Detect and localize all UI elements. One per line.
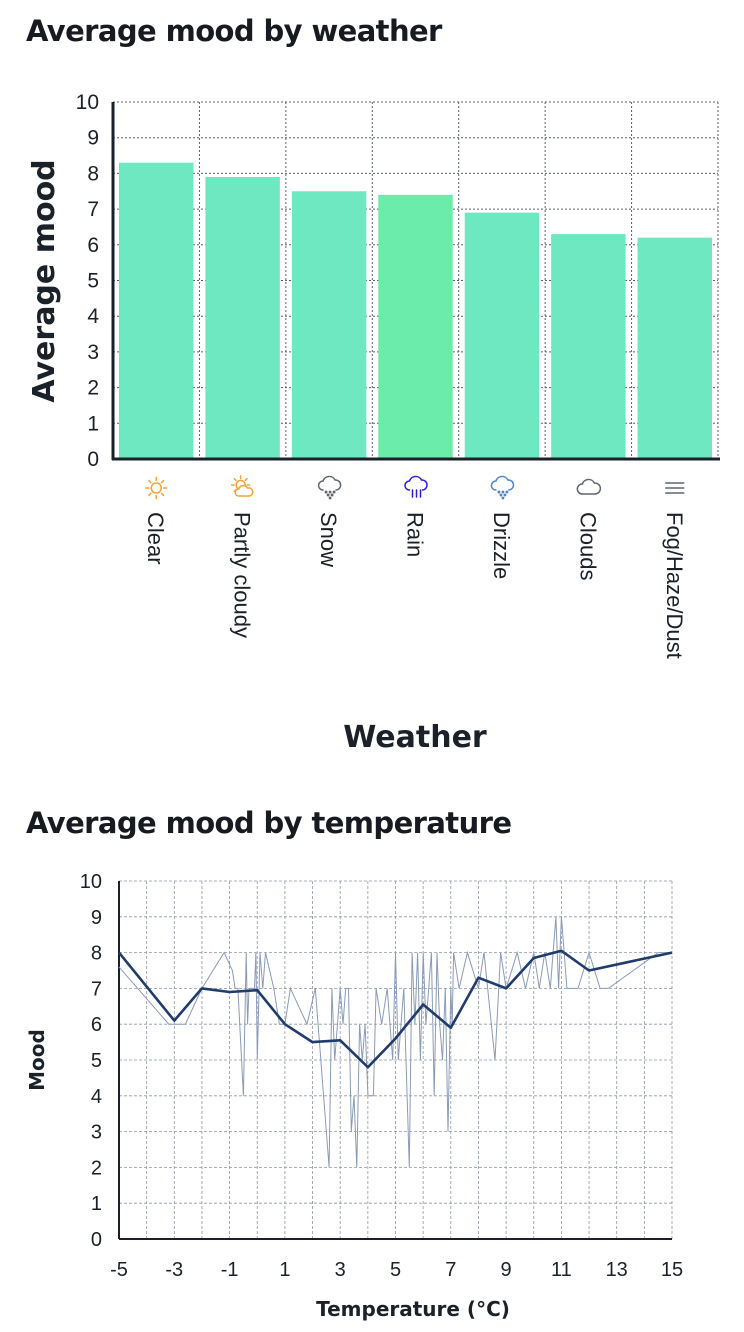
y-tick-label: 7 <box>91 978 102 1000</box>
y-tick-label: 3 <box>87 341 99 364</box>
drop-dot <box>330 493 334 497</box>
x-tick-label: 5 <box>390 1259 401 1281</box>
y-axis-title: Average mood <box>27 159 62 402</box>
drop-dot <box>499 493 503 497</box>
y-tick-label: 2 <box>87 377 99 400</box>
y-tick-label: 3 <box>91 1122 102 1144</box>
y-tick-label: 6 <box>91 1014 102 1036</box>
x-tick-label: 13 <box>606 1259 628 1281</box>
temperature-chart-title: Average mood by temperature <box>26 806 512 840</box>
bar <box>291 191 367 459</box>
x-axis-title: Temperature (°C) <box>316 1297 510 1321</box>
y-tick-label: 9 <box>91 907 102 929</box>
y-tick-label: 4 <box>91 1086 102 1108</box>
bar <box>637 237 712 459</box>
cloud-shape <box>234 484 254 497</box>
drop-dot <box>328 496 332 500</box>
sun-ray <box>160 492 165 497</box>
x-tick-label: Fog/Haze/Dust <box>662 512 687 659</box>
drop-dot <box>497 490 501 494</box>
x-tick-label: 15 <box>661 1259 683 1281</box>
cloud-shape <box>576 478 602 495</box>
y-tick-label: 1 <box>87 412 99 435</box>
weather-chart-title: Average mood by weather <box>26 14 442 48</box>
y-tick-label: 10 <box>80 871 102 893</box>
y-tick-label: 4 <box>87 305 99 328</box>
x-tick-label: 1 <box>279 1259 290 1281</box>
sun-ray <box>148 492 152 497</box>
drop-dot <box>501 490 505 494</box>
bar <box>551 234 626 459</box>
y-tick-label: 8 <box>87 162 99 185</box>
drop-dot <box>501 496 505 500</box>
sun-ray <box>244 477 248 482</box>
x-tick-label: Clear <box>143 512 168 565</box>
x-tick-label: Partly cloudy <box>230 512 255 638</box>
x-tick-label: Clouds <box>575 512 600 580</box>
x-tick-label: 7 <box>445 1259 456 1281</box>
cloud-shape <box>490 475 515 491</box>
x-tick-label: 3 <box>335 1259 346 1281</box>
x-tick-label: -3 <box>165 1259 183 1281</box>
average-mood-line <box>117 949 673 1069</box>
clouds-icon <box>576 478 602 495</box>
drop-dot <box>326 493 330 497</box>
bar <box>378 194 453 459</box>
x-tick-label: 11 <box>551 1259 572 1281</box>
bar <box>119 162 194 459</box>
y-tick-label: 1 <box>91 1193 102 1215</box>
y-tick-label: 5 <box>91 1050 102 1072</box>
x-tick-label: Snow <box>316 512 341 567</box>
x-axis-title: Weather <box>343 720 487 755</box>
sun-ray <box>160 479 165 484</box>
x-tick-label: Rain <box>403 512 428 557</box>
y-tick-label: 0 <box>91 1229 102 1251</box>
y-tick-label: 9 <box>87 127 99 150</box>
y-tick-label: 7 <box>87 198 99 221</box>
y-tick-label: 10 <box>76 91 99 114</box>
x-tick-label: 9 <box>501 1259 512 1281</box>
x-tick-label: -1 <box>221 1259 239 1281</box>
sun-ray <box>148 479 152 484</box>
y-tick-label: 5 <box>87 270 99 293</box>
drop-dot <box>328 490 332 494</box>
y-tick-label: 6 <box>87 234 99 257</box>
x-tick-label: -5 <box>110 1259 128 1281</box>
y-tick-label: 0 <box>87 448 99 471</box>
drop-dot <box>332 490 336 494</box>
rain-icon <box>404 475 428 498</box>
drop-dot <box>324 490 328 494</box>
bar <box>205 176 280 459</box>
weather-bar-chart: 0 1 2 3 4 5 6 7 8 9 10 Clear Partly cloudy Snow Rain Dr… <box>27 91 720 755</box>
y-tick-label: 8 <box>91 943 102 965</box>
bar <box>464 212 540 459</box>
y-axis-title: Mood <box>25 1029 49 1091</box>
snow-icon <box>317 475 342 500</box>
drop-dot <box>503 493 507 497</box>
drop-dot <box>505 490 509 494</box>
cloud-shape <box>317 475 342 491</box>
sun-icon <box>144 476 168 500</box>
y-tick-label: 2 <box>91 1157 102 1179</box>
fog-icon <box>665 482 685 494</box>
sun-ray <box>233 477 237 482</box>
partly-cloudy-icon <box>230 475 254 497</box>
sun-core <box>150 482 162 494</box>
cloud-shape <box>404 475 428 491</box>
grid <box>119 880 673 1239</box>
x-tick-label: Drizzle <box>489 512 514 579</box>
drizzle-icon <box>490 475 515 500</box>
